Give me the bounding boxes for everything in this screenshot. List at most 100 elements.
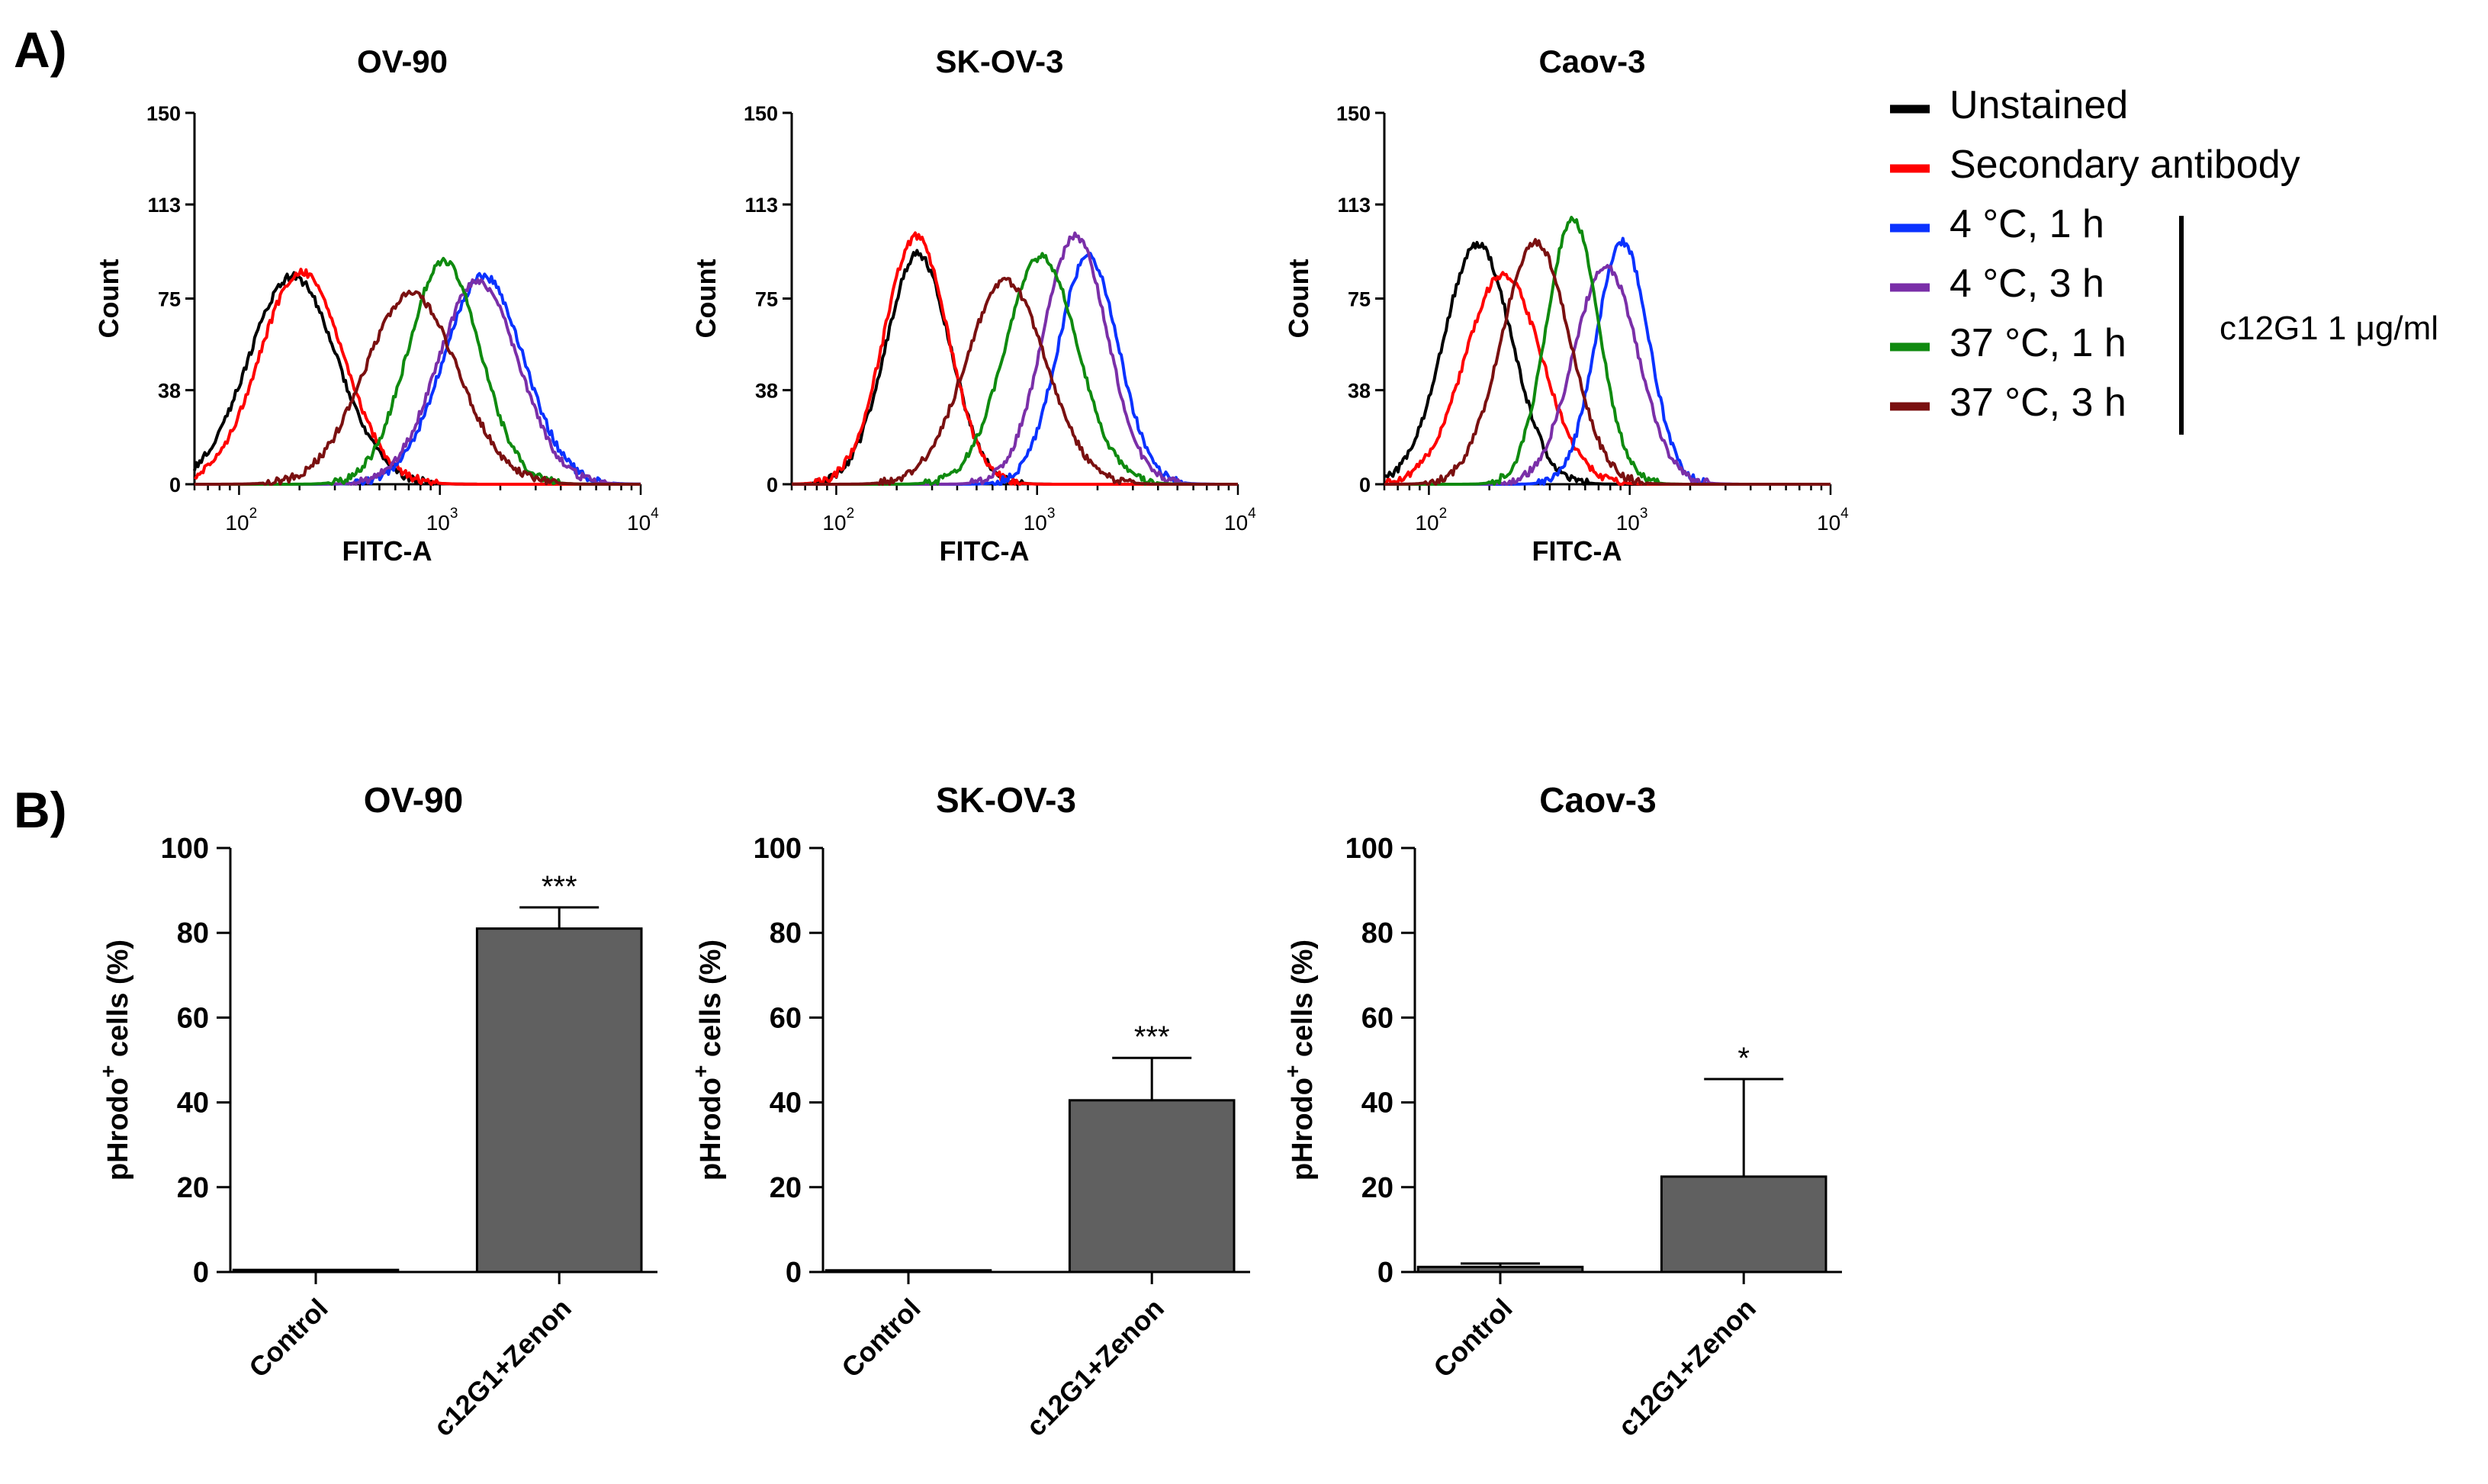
chart-title: OV-90 — [357, 43, 448, 79]
x-axis-label: FITC-A — [342, 535, 432, 567]
x-tick-exponent: 4 — [1840, 506, 1849, 522]
series-line-4-c-1-h — [1384, 236, 1831, 486]
category-label: Control — [243, 1293, 333, 1383]
chart-title: Caov-3 — [1538, 43, 1645, 79]
x-tick-exponent: 3 — [1047, 506, 1056, 522]
x-tick-base: 10 — [426, 511, 450, 535]
x-tick-label: 104 — [1817, 506, 1849, 535]
x-tick-exponent: 2 — [847, 506, 855, 522]
y-tick-label: 113 — [147, 194, 181, 217]
y-tick-label: 40 — [1361, 1087, 1393, 1119]
category-label: Control — [835, 1293, 926, 1383]
chart-title: Caov-3 — [1539, 780, 1656, 820]
legend-label: 4 °C, 1 h — [1950, 202, 2104, 246]
y-tick-label: 38 — [158, 380, 181, 403]
y-tick-label: 100 — [161, 833, 209, 865]
y-tick-label: 60 — [770, 1002, 802, 1034]
bar — [1660, 1175, 1827, 1274]
x-axis-label: FITC-A — [1532, 535, 1622, 567]
y-tick-label: 0 — [193, 1257, 209, 1289]
y-tick-label: 113 — [1337, 194, 1371, 217]
x-tick-label: 102 — [822, 506, 854, 535]
bar-chart-sk-ov-3: SK-OV-3 0 20 40 60 80 100 pHrodo+ cells (%) Cont… — [689, 780, 1250, 1442]
significance-marker: *** — [1134, 1020, 1170, 1054]
significance-marker: * — [1737, 1042, 1750, 1075]
x-tick-exponent: 2 — [249, 506, 258, 522]
series-line-secondary-antibody — [194, 268, 641, 486]
legend-label: 37 °C, 3 h — [1950, 381, 2126, 425]
x-tick-base: 10 — [627, 511, 651, 535]
y-tick-label: 80 — [770, 917, 802, 949]
x-tick-label: 103 — [1024, 506, 1056, 535]
x-tick-label: 104 — [627, 506, 659, 535]
y-tick-label: 20 — [1361, 1172, 1393, 1204]
significance-marker: *** — [542, 870, 577, 904]
y-label-sup: + — [96, 1065, 120, 1078]
x-tick-exponent: 2 — [1439, 506, 1448, 522]
legend: Unstained Secondary antibody 4 °C, 1 h 4 °C… — [1890, 83, 2438, 435]
y-tick-label: 150 — [744, 102, 778, 125]
y-label-sup: + — [1281, 1065, 1304, 1078]
x-tick-exponent: 3 — [450, 506, 458, 522]
category-label: c12G1+Zenon — [1612, 1293, 1762, 1443]
bar — [232, 1268, 400, 1274]
y-tick-label: 60 — [177, 1002, 209, 1034]
y-tick-label: 40 — [770, 1087, 802, 1119]
y-axis-label: pHrodo+ cells (%) — [1281, 940, 1319, 1180]
panel-label-b: B) — [14, 782, 67, 838]
x-tick-base: 10 — [1024, 511, 1047, 535]
x-tick-label: 102 — [1415, 506, 1447, 535]
legend-label: Secondary antibody — [1950, 143, 2300, 187]
x-tick-base: 10 — [822, 511, 846, 535]
legend-bracket-label: c12G1 1 μg/ml — [2220, 310, 2438, 347]
series-line-37-c-3-h — [194, 289, 641, 486]
y-axis-label: Count — [93, 259, 124, 339]
y-label-rest: cells (%) — [102, 940, 134, 1065]
x-tick-exponent: 4 — [1248, 506, 1256, 522]
y-tick-label: 75 — [755, 288, 778, 311]
legend-label: 37 °C, 1 h — [1950, 321, 2126, 365]
y-tick-label: 150 — [1336, 102, 1371, 125]
y-tick-label: 20 — [177, 1172, 209, 1204]
bar — [1416, 1265, 1584, 1274]
x-tick-base: 10 — [1817, 511, 1840, 535]
panel-label-a: A) — [14, 21, 67, 78]
x-tick-base: 10 — [1415, 511, 1438, 535]
x-tick-exponent: 3 — [1640, 506, 1648, 522]
series-line-37-c-1-h — [1384, 216, 1831, 486]
y-tick-label: 100 — [1345, 833, 1393, 865]
y-tick-label: 20 — [770, 1172, 802, 1204]
y-tick-label: 0 — [786, 1257, 802, 1289]
x-axis-label: FITC-A — [940, 535, 1030, 567]
chart-title: SK-OV-3 — [935, 43, 1063, 79]
series-line-37-c-3-h — [1384, 238, 1831, 486]
y-label-rest: cells (%) — [1287, 940, 1319, 1065]
x-tick-label: 103 — [426, 506, 458, 535]
bar — [825, 1269, 992, 1274]
legend-label: 4 °C, 3 h — [1950, 262, 2104, 306]
y-tick-label: 0 — [767, 474, 778, 496]
y-axis-label: Count — [1283, 259, 1314, 339]
y-label-rest: cells (%) — [695, 940, 727, 1065]
x-tick-base: 10 — [225, 511, 249, 535]
series-line-unstained — [193, 271, 641, 486]
x-tick-label: 102 — [225, 506, 257, 535]
legend-label: Unstained — [1950, 83, 2128, 127]
x-tick-base: 10 — [1616, 511, 1640, 535]
y-tick-label: 113 — [744, 194, 778, 217]
y-tick-label: 38 — [755, 380, 778, 403]
y-tick-label: 75 — [158, 288, 181, 311]
series-line-4-c-1-h — [194, 271, 641, 486]
bar-chart-ov-90: OV-90 0 20 40 60 80 100 pHrodo+ cells (%) Contro… — [96, 780, 657, 1442]
x-tick-label: 103 — [1616, 506, 1648, 535]
bar — [475, 927, 643, 1274]
y-tick-label: 38 — [1348, 380, 1371, 403]
category-label: Control — [1427, 1293, 1518, 1383]
y-tick-label: 75 — [1348, 288, 1371, 311]
x-tick-exponent: 4 — [651, 506, 659, 522]
y-tick-label: 0 — [1377, 1257, 1393, 1289]
